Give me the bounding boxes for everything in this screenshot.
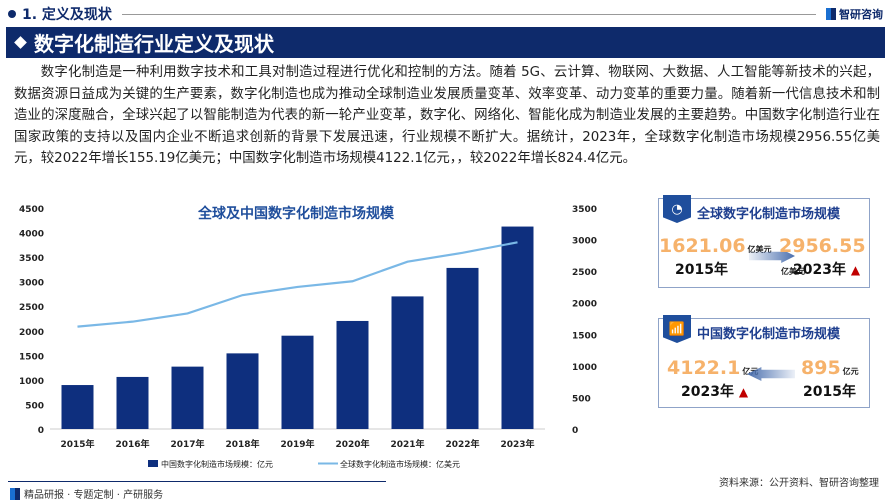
x-axis-tick: 2023年 [500, 438, 534, 450]
up-arrow-icon: ▲ [851, 263, 860, 277]
legend-global: 全球数字化制造市场规模：亿美元 [340, 459, 460, 469]
left-axis-tick: 3000 [19, 279, 44, 289]
legend-china: 中国数字化制造市场规模：亿元 [161, 459, 273, 469]
left-axis-tick: 3500 [19, 254, 44, 264]
legend-bar-swatch [148, 460, 158, 467]
x-axis-tick: 2018年 [225, 438, 259, 450]
bullet-icon [8, 10, 16, 18]
bar-2020年 [337, 321, 369, 429]
left-axis-tick: 500 [25, 401, 44, 411]
right-axis-tick: 2000 [572, 300, 597, 310]
right-axis-tick: 1000 [572, 363, 597, 373]
right-axis-tick: 0 [572, 426, 578, 436]
x-axis-tick: 2019年 [280, 438, 314, 450]
x-axis-tick: 2020年 [335, 438, 369, 450]
right-axis-tick: 500 [572, 394, 591, 404]
brand-logo: 智研咨询 [826, 6, 883, 22]
year-2023: 2023年 [793, 262, 846, 278]
card-title: 中国数字化制造市场规模 [697, 323, 840, 342]
footer-divider [8, 481, 386, 482]
bar-growth-icon: 📶 [663, 315, 691, 343]
footer-slogan: 精品研报 · 专题定制 · 产研服务 [10, 486, 163, 501]
source-note: 资料来源：公开资料、智研咨询整理 [719, 474, 879, 489]
left-axis-tick: 4000 [19, 230, 44, 240]
x-axis-tick: 2017年 [170, 438, 204, 450]
x-axis-tick: 2022年 [445, 438, 479, 450]
left-axis-tick: 2000 [19, 328, 44, 338]
market-size-chart: 全球及中国数字化制造市场规模 0 500 1000 1500 2000 2500 3000 3… [0, 198, 620, 473]
bar-2022年 [447, 268, 479, 429]
x-axis-tick: 2021年 [390, 438, 424, 450]
x-axis-tick: 2015年 [60, 438, 94, 450]
title-banner: 数字化制造行业定义及现状 [6, 27, 885, 58]
pie-chart-icon: ◔ [663, 195, 691, 223]
section-title: 1. 定义及现状 [22, 4, 112, 24]
bar-2018年 [227, 353, 259, 429]
bar-2019年 [282, 336, 314, 429]
year-2015: 2015年 [675, 259, 728, 279]
right-axis-tick: 3000 [572, 237, 597, 247]
right-axis-tick: 1500 [572, 331, 597, 341]
left-axis-tick: 1000 [19, 377, 44, 387]
bar-2015年 [62, 385, 94, 429]
left-axis-tick: 2500 [19, 303, 44, 313]
x-axis-tick: 2016年 [115, 438, 149, 450]
left-axis-tick: 4500 [19, 205, 44, 215]
logo-icon [826, 8, 836, 20]
left-axis-tick: 1500 [19, 352, 44, 362]
brand-name: 智研咨询 [839, 6, 883, 22]
logo-icon [10, 488, 20, 500]
description-paragraph: 数字化制造是一种利用数字技术和工具对制造过程进行优化和控制的方法。随着 5G、云… [14, 62, 880, 170]
page-title: 数字化制造行业定义及现状 [34, 28, 274, 57]
right-axis-tick: 2500 [572, 268, 597, 278]
left-axis-tick: 0 [38, 426, 44, 436]
section-header: 1. 定义及现状 智研咨询 [8, 4, 883, 24]
divider [122, 14, 816, 15]
bar-2016年 [117, 377, 149, 429]
bar-2021年 [392, 296, 424, 429]
up-arrow-icon: ▲ [739, 385, 748, 399]
year-2015: 2015年 [803, 381, 856, 401]
year-2023: 2023年 [681, 384, 734, 400]
right-axis-tick: 3500 [572, 205, 597, 215]
diamond-icon [14, 36, 27, 49]
chart-title: 全球及中国数字化制造市场规模 [197, 205, 395, 222]
bar-2017年 [172, 367, 204, 429]
card-title: 全球数字化制造市场规模 [697, 203, 840, 222]
bar-2023年 [502, 227, 534, 429]
